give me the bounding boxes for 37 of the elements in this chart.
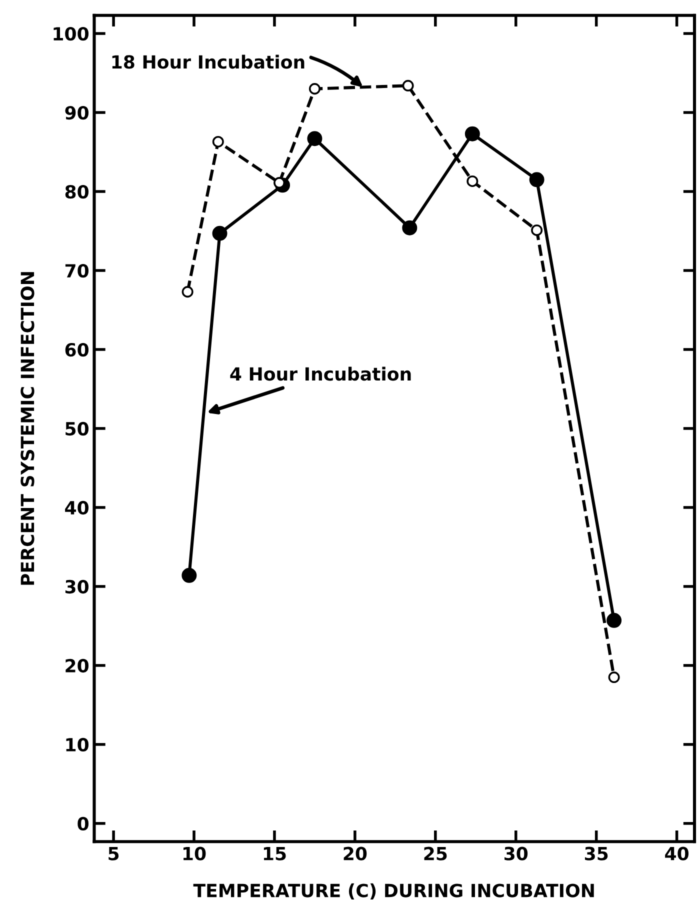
point — [182, 568, 197, 583]
point — [212, 136, 224, 148]
y-tick-label: 80 — [65, 184, 89, 199]
x-tick-label: 25 — [424, 846, 447, 860]
y-tick-label: 50 — [66, 422, 89, 436]
y-tick-label: 10 — [66, 738, 89, 752]
point — [308, 83, 320, 95]
y-tick-label: 0 — [78, 816, 89, 831]
y-tick-label: 70 — [65, 264, 89, 278]
annotation: 4 Hour Incubation — [230, 366, 411, 381]
point — [402, 220, 418, 236]
y-tick-label: 100 — [54, 26, 89, 41]
point — [608, 672, 620, 684]
x-tick-label: 15 — [264, 847, 286, 860]
y-tick-label: 20 — [66, 658, 89, 673]
y-tick-label: 30 — [65, 580, 89, 594]
x-tick-label: 35 — [584, 846, 608, 860]
annotation: 18 Hour Incubation — [112, 54, 304, 69]
y-tick-label: 60 — [65, 342, 89, 357]
x-tick-label: 30 — [504, 846, 528, 860]
point — [307, 131, 322, 146]
y-tick-label: 90 — [65, 106, 89, 120]
x-axis-title: TEMPERATURE (C) DURING INCUBATION — [193, 883, 594, 900]
point — [466, 175, 478, 187]
point — [402, 80, 414, 92]
x-tick-label: 10 — [183, 846, 206, 860]
point — [531, 224, 543, 236]
x-tick-label: 40 — [665, 846, 689, 860]
point — [529, 172, 544, 188]
x-tick-label: 5 — [108, 847, 119, 860]
point — [606, 612, 622, 628]
point — [212, 226, 228, 241]
point — [182, 286, 194, 298]
y-tick-label: 40 — [65, 500, 89, 515]
x-tick-label: 20 — [344, 846, 367, 860]
point — [464, 126, 480, 142]
y-axis-title: PERCENT SYSTEMIC INFECTION — [20, 272, 34, 585]
